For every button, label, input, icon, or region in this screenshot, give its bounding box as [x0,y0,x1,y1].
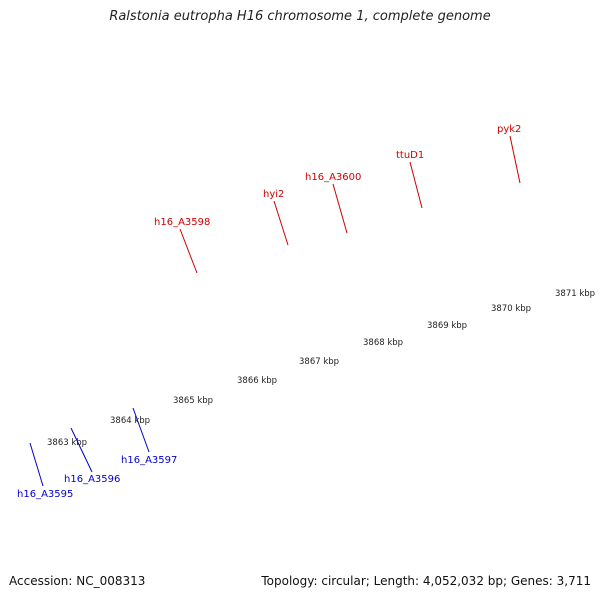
kbp-tick-label: 3868 kbp [363,338,403,348]
forward-gene-label: ttuD1 [396,150,424,161]
forward-gene-label: h16_A3600 [305,172,361,183]
map-title: Ralstonia eutropha H16 chromosome 1, com… [109,9,491,24]
kbp-tick-label: 3864 kbp [110,416,150,426]
forward-label-leader [179,228,198,274]
forward-gene-label: pyk2 [497,124,521,135]
reverse-gene-label: h16_A3596 [64,474,120,485]
forward-label-leader [509,135,521,184]
reverse-gene-label: h16_A3595 [17,489,73,500]
forward-gene-label: h16_A3598 [154,217,210,228]
kbp-tick-label: 3865 kbp [173,396,213,406]
topology-summary-text: Topology: circular; Length: 4,052,032 bp… [261,574,591,588]
forward-label-leader [332,183,348,234]
gene-labels: h16_A3598 hyi2 h16_A3600 ttuD1 pyk2 h16_A3595… [17,124,521,500]
kbp-tick-labels: 3863 kbp 3864 kbp 3865 kbp 3866 kbp 3867 kbp… [47,289,595,448]
reverse-label-leader [29,442,44,487]
reverse-label-leader [132,407,150,453]
reverse-gene-label: h16_A3597 [121,455,177,466]
forward-gene-label: hyi2 [263,189,284,200]
kbp-tick-label: 3863 kbp [47,438,87,448]
kbp-tick-label: 3866 kbp [237,376,277,386]
forward-label-leader [409,161,423,209]
reverse-label-leader [70,427,93,473]
kbp-tick-label: 3870 kbp [491,304,531,314]
forward-label-leader [273,200,289,246]
kbp-tick-label: 3871 kbp [555,289,595,299]
label-leader-lines [29,135,521,487]
accession-text: Accession: NC_008313 [9,574,146,588]
kbp-tick-label: 3869 kbp [427,321,467,331]
kbp-tick-label: 3867 kbp [299,357,339,367]
